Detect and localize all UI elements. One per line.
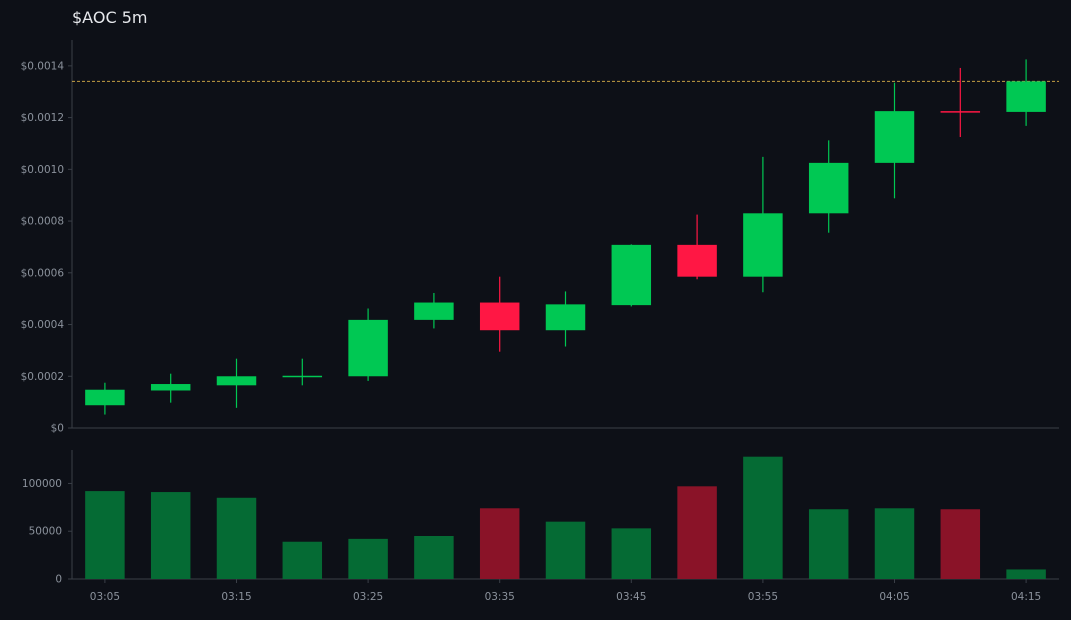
- x-tick-label: 04:15: [1011, 591, 1041, 603]
- volume-bar: [150, 492, 191, 579]
- candle-body-up: [216, 376, 257, 386]
- volume-y-tick-label: 0: [55, 574, 62, 586]
- volume-bar: [216, 497, 257, 579]
- volume-bar: [874, 508, 915, 579]
- candle-body-up: [414, 302, 454, 320]
- volume-bar: [611, 528, 652, 579]
- candle-body-down: [940, 111, 981, 113]
- candle-body-up: [874, 111, 915, 163]
- x-tick-label: 04:05: [879, 591, 909, 603]
- volume-bar: [479, 508, 520, 579]
- volume-bar: [545, 521, 586, 579]
- candle-body-up: [348, 319, 388, 377]
- volume-bar: [282, 541, 323, 579]
- candle-body-up: [808, 162, 849, 214]
- volume-bar: [1006, 569, 1046, 579]
- candle-body-down: [479, 302, 520, 331]
- price-y-tick-label: $0.0004: [21, 319, 65, 331]
- volume-bar: [940, 509, 981, 579]
- candle-body-up: [282, 375, 323, 378]
- price-y-tick-label: $0.0006: [21, 267, 65, 279]
- volume-y-tick-label: 50000: [29, 526, 62, 538]
- candle-body-down: [677, 244, 717, 277]
- x-tick-label: 03:05: [90, 591, 120, 603]
- volume-bar: [808, 509, 849, 579]
- volume-bar: [743, 456, 783, 579]
- price-y-tick-label: $0.0010: [21, 164, 64, 176]
- candle-body-up: [1006, 81, 1046, 112]
- price-y-tick-label: $0.0002: [21, 371, 64, 383]
- price-y-tick-label: $0.0008: [21, 216, 64, 228]
- x-tick-label: 03:25: [353, 591, 383, 603]
- price-y-tick-label: $0.0014: [21, 60, 65, 72]
- price-y-tick-label: $0.0012: [21, 112, 64, 124]
- volume-bar: [677, 486, 717, 579]
- x-tick-label: 03:45: [616, 591, 646, 603]
- volume-bar: [85, 491, 125, 579]
- candle-body-up: [611, 244, 652, 306]
- x-tick-label: 03:35: [485, 591, 515, 603]
- candle-body-up: [743, 213, 783, 277]
- x-tick-label: 03:55: [748, 591, 778, 603]
- candle-body-up: [85, 389, 125, 406]
- candle-body-up: [150, 384, 191, 391]
- price-y-tick-label: $0: [51, 423, 64, 435]
- volume-y-tick-label: 100000: [22, 478, 62, 490]
- volume-bar: [348, 538, 388, 579]
- candle-body-up: [545, 304, 586, 331]
- x-tick-label: 03:15: [221, 591, 251, 603]
- volume-bar: [414, 536, 454, 579]
- chart-title: $AOC 5m: [72, 8, 148, 27]
